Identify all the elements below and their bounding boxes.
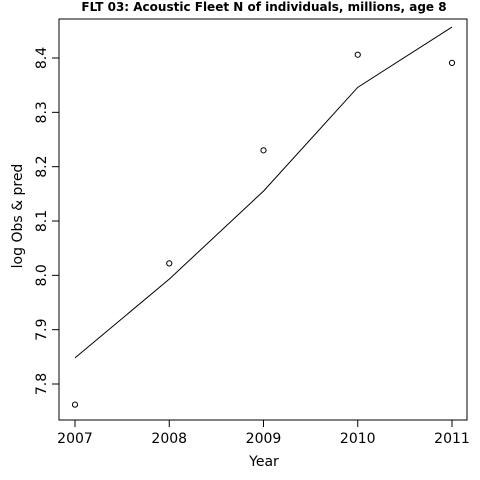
x-axis-label: Year	[248, 454, 279, 470]
y-tick-label: 8.4	[34, 47, 50, 69]
predicted-line	[74, 26, 453, 359]
observed-point	[71, 401, 79, 408]
y-tick-label: 8.1	[34, 210, 50, 232]
series-layer	[71, 26, 456, 408]
x-axis: 2007 2008 2009 2010 2011	[57, 420, 470, 447]
x-tick-label: 2008	[151, 431, 187, 447]
observed-point	[166, 260, 173, 267]
observed-point	[260, 147, 267, 154]
observed-point	[354, 51, 361, 58]
chart-title: FLT 03: Acoustic Fleet N of individuals,…	[81, 0, 446, 14]
plot-frame	[58, 18, 468, 421]
y-axis-label: log Obs & pred	[10, 164, 26, 269]
y-tick-label: 8.3	[34, 101, 50, 123]
y-tick-label: 7.8	[34, 373, 50, 395]
y-tick-label: 7.9	[34, 319, 50, 341]
y-axis: 7.8 7.9 8.0 8.1 8.2 8.3 8.4	[34, 47, 59, 395]
x-tick-label: 2011	[434, 431, 470, 447]
y-tick-label: 8.0	[34, 264, 50, 286]
x-tick-label: 2010	[340, 431, 376, 447]
x-tick-label: 2007	[57, 431, 93, 447]
x-tick-label: 2009	[246, 431, 282, 447]
observed-point	[448, 59, 456, 66]
y-tick-label: 8.2	[34, 156, 50, 178]
